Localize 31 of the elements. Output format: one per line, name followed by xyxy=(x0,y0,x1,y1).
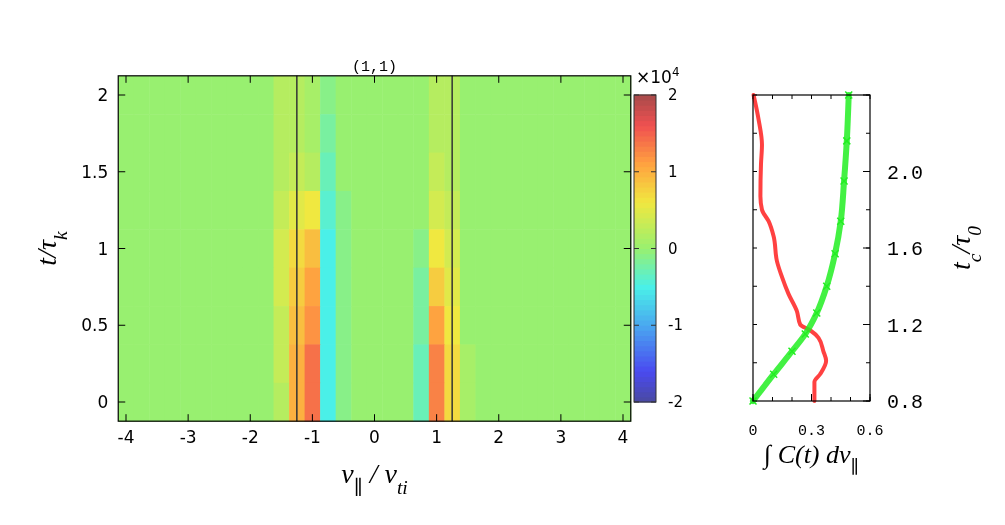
x-tick-label: -2 xyxy=(241,427,259,448)
x-tick-label: 3 xyxy=(555,427,567,448)
color-bar-label: -2 xyxy=(668,393,683,411)
color-bar-title: ×10$^{4}$ xyxy=(636,65,680,87)
color-bar-label: 2 xyxy=(668,86,678,104)
line-series xyxy=(751,93,829,403)
color-bar-label: -1 xyxy=(668,316,683,335)
x-axis-title: ∫ C(t) dv$_{∥}$ xyxy=(762,440,859,477)
y-tick-label: 0.8 xyxy=(887,391,924,414)
x-tick-label: -1 xyxy=(303,427,321,448)
x-tick-label: 0.3 xyxy=(797,423,826,440)
chart-title: (1,1) xyxy=(351,58,398,76)
x-tick-label: -3 xyxy=(179,427,197,448)
y-tick-label: 0 xyxy=(97,392,109,412)
y-tick-label: 2 xyxy=(97,85,109,105)
y-tick-label: 1 xyxy=(97,238,109,259)
color-bar-label: 1 xyxy=(668,162,678,181)
x-tick-label: 2 xyxy=(493,427,505,448)
x-tick-label: 4 xyxy=(617,427,629,448)
x-axis-title: v$_{∥}$ / v$_{ti}$ xyxy=(341,458,408,498)
color-bar-label: 0 xyxy=(668,239,678,258)
y-tick-label: 1.2 xyxy=(887,314,924,338)
x-tick-label: 1 xyxy=(431,427,443,448)
y-tick-label: 0.5 xyxy=(81,315,109,336)
x-tick-label: 0 xyxy=(369,427,380,448)
y-tick-label: 1.6 xyxy=(887,238,924,261)
x-tick-label: 0.6 xyxy=(856,423,884,440)
x-tick-label: -4 xyxy=(117,427,135,448)
x-tick-label: 0 xyxy=(748,423,758,440)
y-tick-label: 2.0 xyxy=(887,161,924,185)
y-tick-label: 1.5 xyxy=(81,161,109,182)
